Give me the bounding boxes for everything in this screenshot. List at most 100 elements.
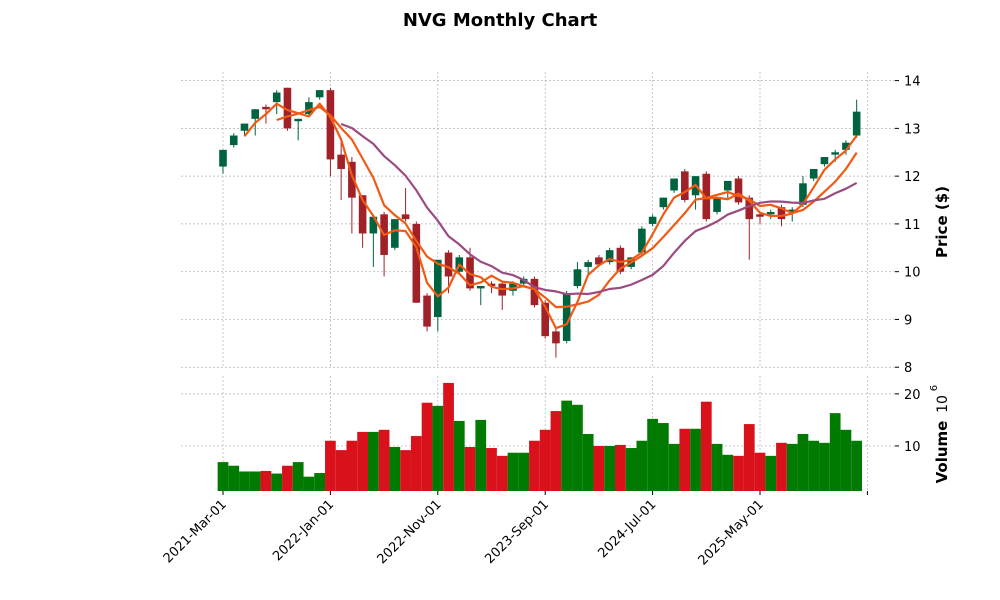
candle-body: [369, 216, 378, 234]
volume-bar: [496, 455, 508, 491]
candle-body: [434, 259, 442, 318]
volume-bar: [217, 462, 229, 491]
volume-bar: [819, 442, 830, 491]
volume-bar: [572, 404, 583, 491]
candle-body: [595, 257, 603, 265]
candle-body: [831, 152, 839, 155]
volume-exponent-base: 10: [935, 395, 951, 413]
volume-bar: [776, 442, 787, 491]
candle-body: [315, 90, 324, 98]
volume-bar: [507, 452, 519, 491]
volume-bar: [797, 433, 809, 491]
x-tick-label: 2024-Jul-01: [595, 497, 659, 561]
volume-bar: [593, 445, 605, 491]
volume-bar: [239, 471, 250, 491]
volume-bar: [539, 429, 551, 491]
volume-bar: [679, 428, 691, 491]
candle-body: [756, 214, 764, 217]
moving-averages: [243, 102, 858, 330]
candle-body: [423, 295, 431, 327]
x-tick-label: 2022-Nov-01: [375, 497, 445, 567]
volume-bar: [754, 452, 766, 491]
candle-body: [713, 197, 721, 212]
chart-title: NVG Monthly Chart: [402, 10, 598, 31]
candle-body: [648, 216, 657, 224]
volume-bar: [282, 465, 293, 491]
axes: 8 9 10 11 12 13 14 10 20 2021-Mar-01 2022-Jan-01 20…: [161, 75, 921, 569]
candle-body: [305, 102, 313, 115]
candle-body: [584, 262, 592, 267]
volume-tick-label: 10: [904, 440, 921, 455]
volume-bar: [690, 428, 701, 491]
volume-bar: [829, 413, 841, 491]
volume-bar: [743, 424, 755, 491]
volume-bar: [518, 452, 530, 491]
candle-body: [219, 149, 227, 167]
candle-body: [670, 178, 678, 191]
volume-bar: [840, 429, 852, 491]
candle-body: [616, 247, 625, 272]
candle-body: [358, 195, 367, 234]
candle-body: [842, 142, 850, 150]
candle-body: [283, 87, 292, 129]
volume-bar: [260, 470, 272, 491]
volume-bar: [314, 473, 326, 491]
candle-body: [391, 219, 399, 248]
candle-body: [272, 92, 281, 103]
volume-bar: [765, 455, 777, 491]
mav-6-line: [276, 105, 858, 309]
x-tick-label: 2021-Mar-01: [161, 497, 230, 566]
candle-body: [562, 293, 571, 341]
volume-bar: [668, 443, 680, 491]
volume-bar: [292, 462, 304, 491]
volume-bar: [722, 454, 734, 491]
candle-body: [229, 135, 238, 146]
candle-body: [337, 154, 345, 169]
mav-12-line: [340, 122, 858, 296]
price-tick-label: 8: [904, 361, 912, 376]
candle-body: [251, 109, 260, 119]
price-tick-label: 11: [904, 218, 921, 233]
candle-body: [476, 286, 485, 289]
candle-body: [745, 197, 754, 220]
volume-bar: [303, 476, 315, 491]
volume-bar: [604, 445, 616, 491]
volume-tick-label: 20: [904, 388, 921, 403]
price-tick-label: 13: [904, 122, 921, 137]
candle-body: [681, 171, 689, 201]
volume-bar: [582, 433, 594, 491]
volume-bars: [217, 382, 863, 491]
price-tick-label: 10: [904, 266, 921, 281]
candle-body: [552, 331, 560, 344]
volume-bar: [400, 450, 411, 491]
candle-body: [605, 250, 614, 263]
candle-body: [401, 214, 410, 220]
volume-bar: [453, 420, 465, 491]
volume-bar: [335, 450, 347, 491]
candle-body: [541, 302, 549, 337]
volume-bar: [636, 440, 648, 491]
volume-bar: [271, 473, 283, 491]
candle-body: [734, 178, 743, 203]
volume-bar: [529, 440, 540, 491]
price-tick-label: 14: [904, 75, 921, 90]
candle-body: [820, 157, 829, 165]
volume-bar: [325, 440, 336, 491]
volume-bar: [711, 443, 723, 491]
candle-body: [777, 207, 786, 220]
candle-body: [702, 173, 711, 220]
volume-bar: [432, 405, 444, 491]
x-tick-label: 2023-Sep-01: [482, 497, 552, 567]
x-tick-label: 2022-Jan-01: [270, 497, 337, 564]
candle-body: [412, 223, 421, 303]
candles: [219, 87, 861, 358]
x-tick-label: 2025-May-01: [696, 497, 767, 568]
volume-bar: [475, 419, 487, 491]
candle-body: [809, 168, 818, 179]
candle-body: [326, 90, 335, 160]
volume-bar: [464, 446, 476, 491]
candle-body: [723, 180, 732, 191]
volume-bar: [700, 401, 712, 491]
volume-bar: [410, 436, 422, 491]
